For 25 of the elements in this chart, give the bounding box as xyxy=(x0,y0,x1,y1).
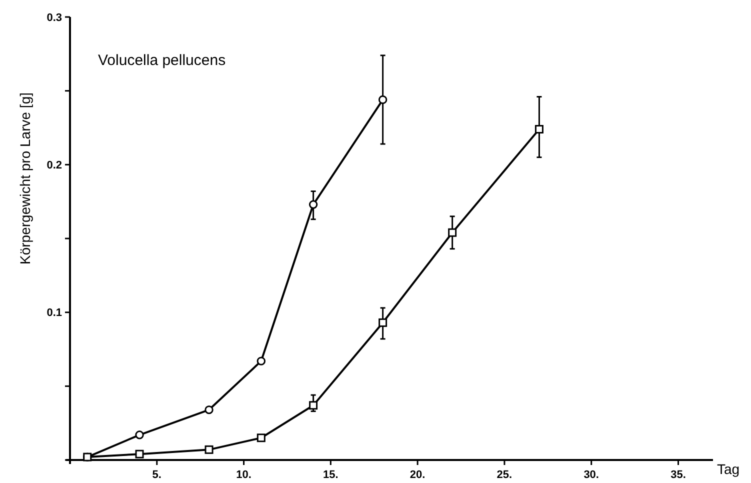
point xyxy=(135,450,144,458)
x-tick-label: 10. xyxy=(236,469,252,481)
text: Volucella pellucens xyxy=(98,52,226,69)
x-tick-label: 30. xyxy=(584,469,599,481)
point xyxy=(135,430,144,440)
point xyxy=(309,401,318,410)
x-tick-label: 20. xyxy=(410,469,426,481)
point xyxy=(448,228,457,237)
x-tick-label: 15. xyxy=(323,469,338,481)
x-tick-label: 5. xyxy=(152,469,162,481)
point xyxy=(378,318,388,327)
y-tick-label: 0.2 xyxy=(46,160,62,172)
y-tick-label: 0.1 xyxy=(46,307,62,320)
x-tick-label: 25. xyxy=(496,469,512,481)
y-axis-title: Körpergewicht pro Larve [g] xyxy=(17,92,33,264)
point xyxy=(256,434,266,442)
x-axis-title: Tag xyxy=(717,461,740,477)
x-tick-label: 35. xyxy=(670,469,686,481)
point xyxy=(256,356,266,366)
point xyxy=(204,405,214,414)
point xyxy=(534,124,544,134)
y-tick-label: 0.3 xyxy=(46,12,62,24)
point xyxy=(308,200,318,209)
point xyxy=(378,95,388,104)
point xyxy=(204,445,214,454)
